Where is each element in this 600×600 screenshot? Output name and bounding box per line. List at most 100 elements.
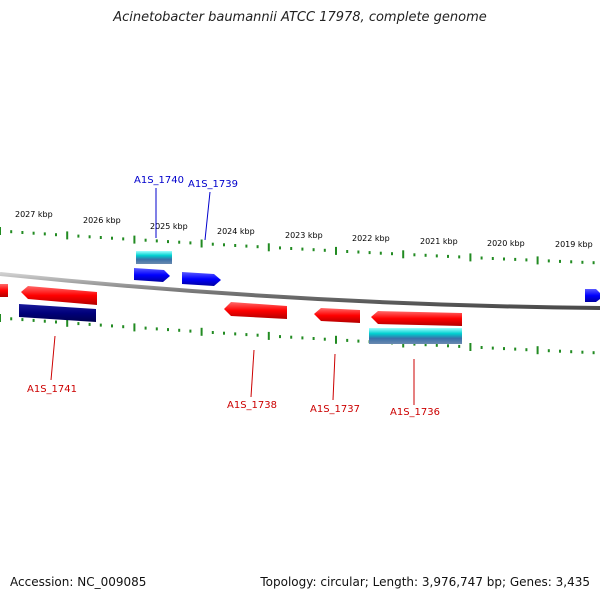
reverse-genes xyxy=(0,284,462,344)
minor-tick xyxy=(189,241,192,245)
gene-label-A1S_1740[interactable]: A1S_1740 xyxy=(134,175,184,186)
kbp-label: 2027 kbp xyxy=(15,210,53,219)
minor-tick xyxy=(290,247,293,250)
tick-row-top xyxy=(0,227,595,265)
minor-tick xyxy=(547,259,550,263)
minor-tick xyxy=(547,349,550,353)
kbp-label: 2022 kbp xyxy=(352,234,390,243)
minor-tick xyxy=(346,250,349,253)
minor-tick xyxy=(55,233,57,237)
gene-feature-cyan[interactable] xyxy=(136,251,172,264)
kbp-label: 2026 kbp xyxy=(83,216,121,225)
minor-tick xyxy=(32,231,35,235)
minor-tick xyxy=(111,236,113,240)
gene-A1S_1736[interactable] xyxy=(371,311,462,326)
minor-tick xyxy=(144,238,147,242)
minor-tick xyxy=(301,336,304,340)
major-tick xyxy=(469,343,472,351)
minor-tick xyxy=(581,260,584,264)
minor-tick xyxy=(189,329,192,333)
minor-tick xyxy=(559,349,561,353)
minor-tick xyxy=(424,253,427,257)
gene-feature-cyan[interactable] xyxy=(369,328,462,344)
minor-tick xyxy=(245,244,248,248)
gene-forward-partial[interactable] xyxy=(585,289,600,302)
major-tick xyxy=(536,256,539,265)
minor-tick xyxy=(447,344,449,348)
major-tick xyxy=(469,253,472,262)
minor-tick xyxy=(21,231,24,234)
minor-tick xyxy=(99,236,102,239)
accession-label: Accession: NC_009085 xyxy=(10,575,147,589)
minor-tick xyxy=(447,254,449,258)
gene-label-A1S_1737[interactable]: A1S_1737 xyxy=(310,404,360,415)
minor-tick xyxy=(391,252,393,256)
minor-tick xyxy=(491,346,494,350)
major-tick xyxy=(133,323,136,332)
minor-tick xyxy=(323,337,326,341)
minor-tick xyxy=(111,324,113,328)
minor-tick xyxy=(368,251,371,255)
gene-label-A1S_1741[interactable]: A1S_1741 xyxy=(27,384,77,395)
leader-A1S_1738 xyxy=(250,349,255,398)
minor-tick xyxy=(480,346,483,349)
minor-tick xyxy=(570,350,573,354)
minor-tick xyxy=(77,234,80,238)
minor-tick xyxy=(323,248,326,252)
genome-title: Acinetobacter baumannii ATCC 17978, comp… xyxy=(113,10,487,25)
minor-tick xyxy=(155,327,158,331)
minor-tick xyxy=(357,339,360,343)
minor-tick xyxy=(223,243,225,247)
gene-feature-navy[interactable] xyxy=(19,304,96,322)
minor-tick xyxy=(290,335,293,339)
leader-A1S_1737 xyxy=(332,353,336,401)
minor-tick xyxy=(32,318,35,322)
major-tick xyxy=(200,327,203,336)
minor-tick xyxy=(581,350,584,354)
gene-A1S_1737[interactable] xyxy=(314,308,360,323)
major-tick xyxy=(66,231,69,240)
minor-tick xyxy=(10,317,13,321)
minor-tick xyxy=(167,240,169,244)
forward-genes xyxy=(134,251,600,302)
minor-tick xyxy=(122,325,125,329)
minor-tick xyxy=(312,248,315,252)
minor-tick xyxy=(122,237,125,241)
minor-tick xyxy=(234,244,237,247)
minor-tick xyxy=(503,347,505,351)
kbp-label: 2023 kbp xyxy=(285,231,323,240)
minor-tick xyxy=(155,239,158,243)
kbp-label: 2020 kbp xyxy=(487,239,525,248)
major-tick xyxy=(0,314,1,322)
minor-tick xyxy=(55,320,57,324)
gene-reverse-partial[interactable] xyxy=(0,284,8,297)
minor-tick xyxy=(88,235,91,239)
minor-tick xyxy=(525,348,528,352)
gene-labels: A1S_1740 A1S_1739 A1S_1741 A1S_1738 A1S_… xyxy=(27,175,440,418)
minor-tick xyxy=(245,333,248,337)
gene-A1S_1739[interactable] xyxy=(182,272,221,286)
minor-tick xyxy=(424,343,427,347)
gene-label-A1S_1736[interactable]: A1S_1736 xyxy=(390,407,440,418)
minor-tick xyxy=(491,257,494,260)
kbp-label: 2024 kbp xyxy=(217,227,255,236)
gene-label-A1S_1738[interactable]: A1S_1738 xyxy=(227,400,277,411)
minor-tick xyxy=(21,318,24,322)
major-tick xyxy=(402,250,405,259)
minor-tick xyxy=(435,343,438,347)
minor-tick xyxy=(211,331,214,334)
minor-tick xyxy=(43,232,46,236)
major-tick xyxy=(66,318,69,327)
major-tick xyxy=(536,346,539,355)
topology-label: Topology: circular; Length: 3,976,747 bp… xyxy=(260,575,590,589)
kbp-label: 2019 kbp xyxy=(555,240,593,249)
gene-A1S_1741[interactable] xyxy=(21,286,97,305)
minor-tick xyxy=(413,342,416,346)
gene-A1S_1740[interactable] xyxy=(134,268,170,282)
minor-tick xyxy=(10,230,13,234)
gene-A1S_1738[interactable] xyxy=(224,302,287,319)
minor-tick xyxy=(43,319,46,323)
major-tick xyxy=(0,227,1,235)
gene-label-A1S_1739[interactable]: A1S_1739 xyxy=(188,179,238,190)
